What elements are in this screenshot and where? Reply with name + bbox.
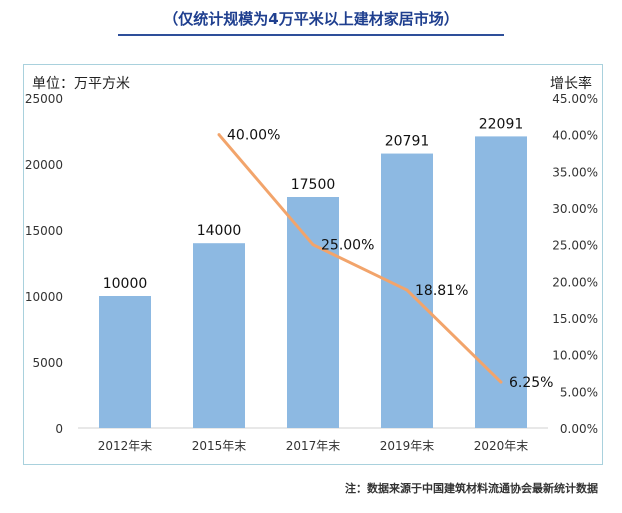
line-point — [499, 380, 503, 384]
y2-tick-label: 45.00% — [552, 92, 598, 106]
bar-data-label: 20791 — [385, 134, 430, 150]
y-tick-label: 15000 — [25, 224, 63, 238]
bar-data-label: 10000 — [103, 276, 148, 292]
line-data-label: 40.00% — [227, 128, 280, 144]
line-data-label: 6.25% — [509, 375, 553, 391]
bar — [475, 136, 527, 428]
y-tick-label: 5000 — [32, 356, 63, 370]
y-tick-label: 0 — [55, 422, 63, 436]
y-tick-label: 20000 — [25, 158, 63, 172]
x-tick-label: 2020年末 — [474, 439, 529, 453]
y2-tick-label: 10.00% — [552, 349, 598, 363]
y2-tick-label: 15.00% — [552, 312, 598, 326]
title-underline — [118, 34, 504, 36]
line-data-label: 18.81% — [415, 283, 468, 299]
x-tick-label: 2019年末 — [380, 439, 435, 453]
bar-data-label: 14000 — [197, 223, 242, 239]
y2-tick-label: 35.00% — [552, 165, 598, 179]
x-tick-label: 2012年末 — [98, 439, 153, 453]
bar — [287, 197, 339, 428]
left-axis-unit-label: 单位：万平方米 — [32, 76, 130, 92]
bar — [99, 296, 151, 428]
y2-tick-label: 40.00% — [552, 129, 598, 143]
y2-tick-label: 25.00% — [552, 239, 598, 253]
y2-tick-label: 30.00% — [552, 202, 598, 216]
chart-frame — [23, 64, 603, 465]
x-tick-label: 2017年末 — [286, 439, 341, 453]
chart-title: （仅统计规模为4万平米以上建材家居市场） — [163, 10, 459, 28]
y-tick-label: 25000 — [25, 92, 63, 106]
y2-tick-label: 20.00% — [552, 275, 598, 289]
line-point — [311, 243, 315, 247]
bar-data-label: 17500 — [291, 177, 336, 193]
line-point — [405, 288, 409, 292]
right-axis-title: 增长率 — [550, 76, 592, 92]
y-tick-label: 10000 — [25, 290, 63, 304]
x-tick-label: 2015年末 — [192, 439, 247, 453]
source-note: 注：数据来源于中国建筑材料流通协会最新统计数据 — [345, 482, 598, 495]
bar-data-label: 22091 — [479, 116, 524, 132]
line-data-label: 25.00% — [321, 238, 374, 254]
line-point — [217, 133, 221, 137]
y2-tick-label: 0.00% — [560, 422, 598, 436]
bar — [193, 243, 245, 428]
growth-rate-line — [217, 133, 503, 384]
y2-tick-label: 5.00% — [560, 385, 598, 399]
